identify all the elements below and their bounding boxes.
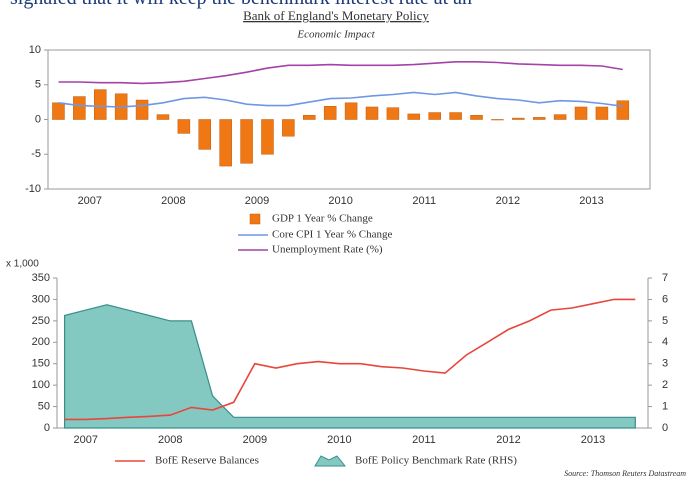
y-tick-label: 150	[32, 358, 50, 370]
x-tick-label: 2008	[158, 434, 182, 446]
y-tick-label: 100	[32, 379, 50, 391]
bar	[177, 119, 191, 134]
y2-tick-label: 3	[662, 358, 668, 370]
x-tick-label: 2011	[412, 195, 436, 207]
legend-label: BofE Reserve Balances	[155, 455, 259, 467]
bar	[428, 112, 441, 120]
y2-tick-label: 7	[662, 272, 668, 284]
bar	[470, 115, 483, 120]
bar	[219, 119, 232, 167]
bar	[616, 100, 630, 120]
bar	[532, 117, 546, 120]
y-tick-label: -5	[31, 148, 41, 160]
bar	[344, 102, 358, 120]
y2-tick-label: 4	[662, 336, 668, 348]
bar	[156, 114, 170, 120]
caption: signaled that it will keep the benchmark…	[10, 0, 472, 10]
source-note: Source: Thomson Reuters Datastream	[564, 469, 686, 478]
y-tick-label: 5	[35, 79, 41, 91]
x-tick-label: 2007	[74, 434, 98, 446]
x-tick-label: 2010	[327, 434, 351, 446]
y-tick-label: 200	[32, 336, 50, 348]
bar	[491, 119, 504, 121]
bar	[94, 89, 107, 120]
y-tick-label: 350	[32, 272, 50, 284]
y2-tick-label: 1	[662, 400, 668, 412]
legend-label: Core CPI 1 Year % Change	[272, 229, 392, 241]
legend-label: BofE Policy Benchmark Rate (RHS)	[355, 455, 517, 467]
line	[64, 298, 636, 421]
y-unit-label: x 1,000	[6, 259, 39, 270]
x-tick-label: 2010	[328, 195, 352, 207]
x-tick-label: 2013	[581, 434, 605, 446]
bar	[198, 119, 212, 150]
y2-tick-label: 5	[662, 315, 668, 327]
bar	[574, 106, 588, 120]
bar	[135, 99, 149, 120]
x-tick-label: 2011	[412, 434, 436, 446]
chart-title: Bank of England's Monetary Policy	[243, 8, 429, 23]
bar	[303, 115, 316, 120]
x-tick-label: 2012	[496, 195, 520, 207]
y-tick-label: 250	[32, 315, 50, 327]
bar	[240, 119, 253, 164]
bar	[595, 106, 609, 120]
legend-swatch	[249, 213, 261, 225]
y-tick-label: 0	[35, 113, 41, 125]
chart-subtitle: Economic Impact	[296, 29, 375, 41]
bar	[512, 117, 525, 120]
bar	[261, 119, 274, 155]
y-tick-label: 0	[44, 422, 50, 434]
y-tick-label: 10	[29, 44, 41, 56]
line	[58, 91, 623, 108]
area	[63, 304, 636, 429]
bar	[407, 113, 421, 120]
bar	[553, 114, 567, 120]
bar	[323, 106, 337, 120]
x-tick-label: 2008	[161, 195, 185, 207]
bar	[52, 102, 65, 120]
y2-tick-label: 2	[662, 379, 668, 391]
bar	[73, 96, 86, 120]
x-tick-label: 2009	[245, 195, 269, 207]
x-tick-label: 2013	[579, 195, 603, 207]
x-tick-label: 2009	[243, 434, 267, 446]
y2-tick-label: 6	[662, 293, 668, 305]
legend-swatch	[314, 455, 347, 467]
bar	[449, 112, 462, 120]
bar	[365, 106, 379, 120]
y-tick-label: -10	[25, 183, 41, 195]
x-tick-label: 2007	[78, 195, 102, 207]
legend-label: Unemployment Rate (%)	[272, 244, 383, 256]
bar	[386, 107, 400, 120]
y-tick-label: 50	[38, 400, 50, 412]
y2-tick-label: 0	[662, 422, 668, 434]
y-tick-label: 300	[32, 293, 50, 305]
x-tick-label: 2012	[496, 434, 520, 446]
line	[58, 61, 623, 85]
legend-label: GDP 1 Year % Change	[272, 213, 373, 225]
bar	[282, 119, 295, 137]
